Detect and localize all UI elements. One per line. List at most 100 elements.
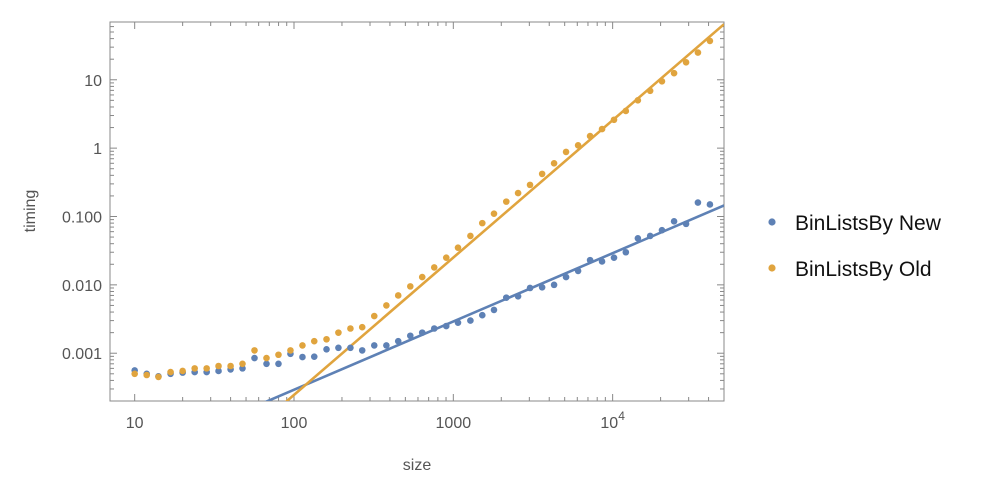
data-point-series-0: [263, 360, 270, 368]
data-point-series-1: [454, 244, 462, 251]
data-point-series-0: [442, 322, 450, 330]
data-point-series-1: [526, 181, 534, 189]
ticks-layer: 10 100 1000 104 0.001 0.010 0.100 1 10: [62, 21, 725, 432]
data-point-series-1: [694, 49, 702, 56]
data-point-series-1: [514, 189, 522, 197]
data-point-series-0: [215, 367, 222, 375]
fit-line-series-1: [284, 23, 724, 401]
data-point-series-0: [370, 342, 378, 349]
data-point-series-0: [646, 232, 654, 240]
data-point-series-1: [442, 254, 450, 261]
data-point-series-1: [299, 342, 306, 349]
data-point-series-0: [467, 317, 474, 324]
data-point-series-0: [454, 319, 462, 326]
x-tick-label: 104: [600, 409, 625, 432]
data-point-series-1: [131, 370, 138, 378]
data-point-series-0: [538, 284, 546, 291]
data-point-series-0: [251, 354, 258, 362]
data-point-series-0: [682, 220, 690, 228]
legend-marker-old: [768, 264, 776, 272]
data-point-series-1: [490, 210, 498, 217]
data-point-series-1: [263, 354, 270, 362]
data-point-series-0: [430, 325, 438, 332]
y-tick-label: 1: [93, 141, 102, 158]
data-point-series-1: [478, 219, 486, 227]
x-tick-label: 10: [126, 415, 144, 432]
y-tick-label: 0.100: [62, 209, 102, 226]
data-point-series-0: [574, 267, 582, 275]
data-point-series-1: [251, 347, 258, 354]
data-point-series-1: [550, 159, 558, 167]
data-point-series-1: [430, 264, 438, 271]
y-axis-label: timing: [22, 190, 39, 233]
data-point-series-0: [406, 332, 414, 340]
data-point-series-1: [598, 125, 606, 133]
legend-marker-new: [768, 218, 776, 226]
fit-line-series-0: [264, 204, 724, 401]
data-point-series-1: [574, 142, 582, 149]
legend: BinListsBy New BinListsBy Old: [768, 212, 942, 281]
data-point-series-0: [418, 329, 426, 336]
x-tick-label: 100: [281, 415, 308, 432]
data-point-series-0: [358, 347, 366, 354]
data-point-series-1: [562, 148, 570, 156]
data-point-series-1: [358, 323, 366, 331]
data-point-series-1: [394, 292, 402, 299]
data-point-series-0: [622, 248, 630, 256]
data-point-series-0: [239, 365, 246, 372]
data-point-series-1: [155, 373, 162, 381]
x-axis-label: size: [403, 457, 432, 474]
plot-frame: [109, 21, 725, 402]
data-point-series-0: [502, 294, 510, 301]
data-point-series-1: [215, 362, 222, 370]
legend-label-old: BinListsBy Old: [795, 258, 932, 281]
data-point-series-1: [370, 312, 378, 320]
data-point-series-1: [179, 367, 186, 375]
data-point-series-0: [550, 281, 558, 289]
data-point-series-0: [490, 306, 498, 314]
data-point-series-0: [706, 201, 714, 208]
data-point-series-1: [323, 335, 330, 343]
data-point-series-1: [310, 337, 318, 345]
data-point-series-0: [598, 258, 606, 265]
data-point-series-1: [610, 116, 618, 124]
data-point-series-1: [239, 360, 246, 368]
data-point-series-0: [478, 311, 486, 319]
data-point-series-0: [634, 234, 642, 242]
data-point-series-1: [622, 107, 630, 115]
data-point-series-1: [658, 77, 666, 85]
data-point-series-0: [347, 344, 354, 352]
data-point-series-1: [502, 198, 510, 205]
data-point-series-1: [347, 325, 354, 332]
data-point-series-0: [394, 337, 402, 345]
data-point-series-0: [526, 284, 534, 292]
data-point-series-1: [383, 302, 390, 309]
data-point-series-0: [694, 199, 702, 206]
data-point-series-0: [562, 273, 570, 281]
y-tick-label: 10: [84, 73, 102, 90]
data-point-series-0: [335, 344, 342, 352]
data-point-series-1: [586, 132, 594, 140]
data-point-series-0: [670, 218, 678, 225]
data-point-series-0: [310, 353, 318, 360]
data-point-series-1: [406, 283, 414, 290]
data-point-series-1: [143, 371, 151, 379]
data-point-series-1: [670, 69, 678, 77]
data-point-series-1: [335, 329, 342, 336]
data-point-series-1: [538, 170, 546, 178]
data-point-series-0: [514, 293, 522, 300]
data-point-series-0: [658, 226, 666, 234]
data-point-series-0: [383, 342, 390, 349]
fit-lines-layer: [264, 23, 724, 401]
y-tick-label: 0.010: [62, 278, 102, 295]
legend-label-new: BinListsBy New: [795, 212, 942, 235]
data-point-series-0: [610, 254, 618, 261]
x-tick-label: 1000: [436, 415, 472, 432]
data-point-series-0: [323, 346, 330, 353]
data-point-series-1: [682, 59, 690, 66]
data-point-series-1: [646, 87, 654, 95]
data-point-series-1: [227, 362, 234, 370]
data-point-series-0: [275, 360, 282, 368]
data-point-series-1: [634, 97, 642, 104]
